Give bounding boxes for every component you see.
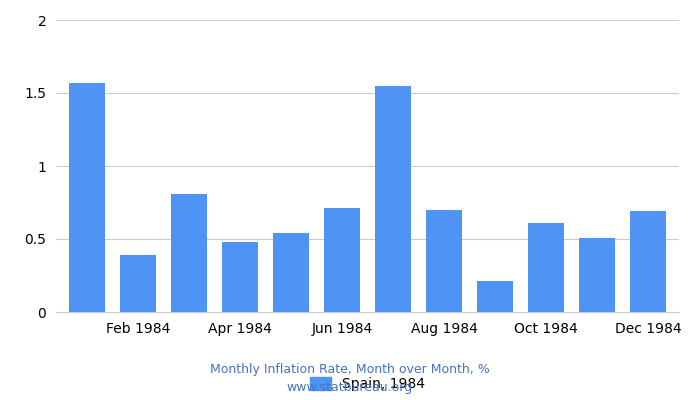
Bar xyxy=(324,208,360,312)
Text: Monthly Inflation Rate, Month over Month, %: Monthly Inflation Rate, Month over Month… xyxy=(210,364,490,376)
Text: www.statbureau.org: www.statbureau.org xyxy=(287,382,413,394)
Bar xyxy=(171,194,206,312)
Bar xyxy=(222,242,258,312)
Bar xyxy=(375,86,411,312)
Bar xyxy=(477,281,513,312)
Bar xyxy=(580,238,615,312)
Bar xyxy=(426,210,462,312)
Bar xyxy=(631,211,666,312)
Bar xyxy=(120,255,155,312)
Bar xyxy=(273,233,309,312)
Bar xyxy=(69,83,104,312)
Bar xyxy=(528,223,564,312)
Legend: Spain, 1984: Spain, 1984 xyxy=(304,372,430,397)
